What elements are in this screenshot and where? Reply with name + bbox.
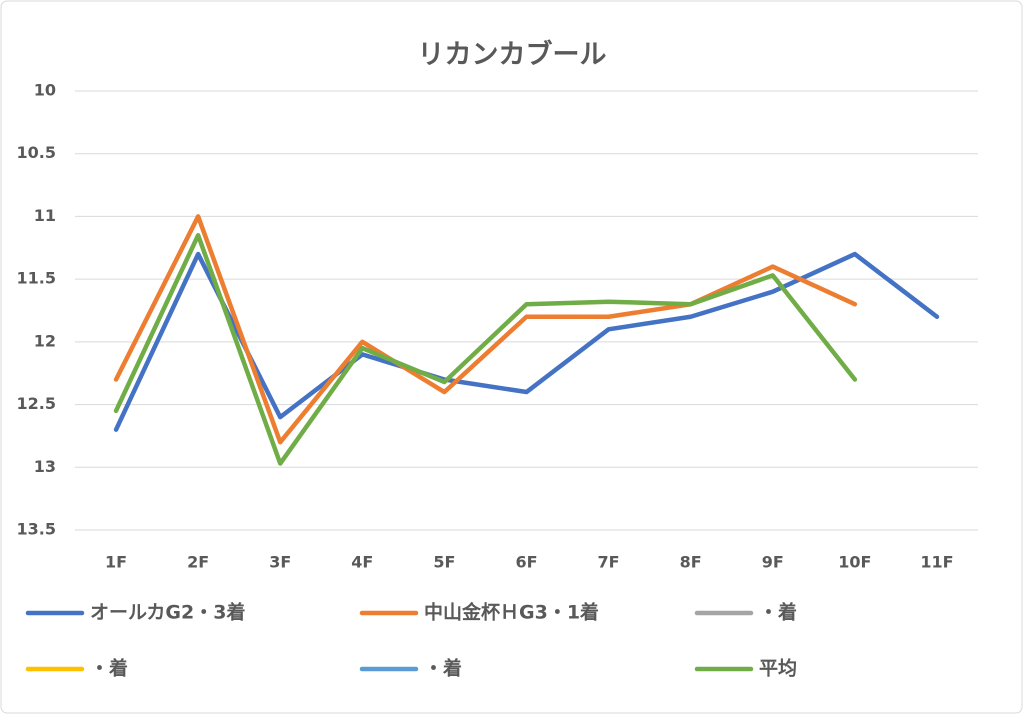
x-tick-label: 6F xyxy=(515,553,537,572)
series-line xyxy=(113,214,858,445)
series-line xyxy=(113,232,858,466)
y-tick-label: 11 xyxy=(34,206,56,225)
x-tick-label: 11F xyxy=(920,553,953,572)
x-tick-label: 7F xyxy=(598,553,620,572)
x-tick-label: 5F xyxy=(433,553,455,572)
x-tick-label: 8F xyxy=(680,553,702,572)
chart-title: リカンカブール xyxy=(418,39,607,71)
y-tick-label: 12.5 xyxy=(17,394,56,413)
y-tick-label: 10.5 xyxy=(17,143,56,162)
x-tick-label: 3F xyxy=(269,553,291,572)
x-tick-label: 10F xyxy=(838,553,871,572)
x-tick-label: 9F xyxy=(762,553,784,572)
legend-label: ・着 xyxy=(90,657,128,680)
y-tick-label: 10 xyxy=(34,81,56,100)
legend-label: ・着 xyxy=(424,657,462,680)
x-tick-label: 4F xyxy=(351,553,373,572)
x-tick-label: 2F xyxy=(187,553,209,572)
legend-label: ・着 xyxy=(759,601,797,624)
legend-label: 中山金杯ＨG3・1着 xyxy=(424,601,599,624)
y-tick-label: 13.5 xyxy=(17,520,56,539)
legend-label: オールカG2・3着 xyxy=(90,601,245,624)
x-tick-label: 1F xyxy=(105,553,127,572)
y-tick-label: 12 xyxy=(34,331,56,350)
legend-label: 平均 xyxy=(759,657,797,680)
y-tick-label: 11.5 xyxy=(17,269,56,288)
y-tick-label: 13 xyxy=(34,457,56,476)
